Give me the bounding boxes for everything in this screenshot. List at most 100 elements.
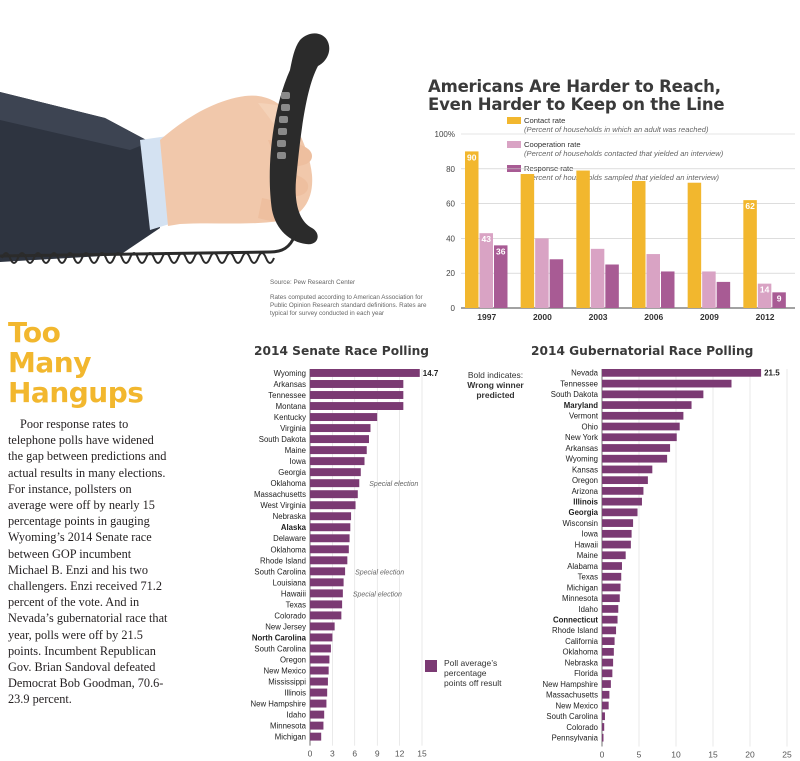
category-label: Wyoming xyxy=(274,369,306,378)
bar xyxy=(605,264,619,308)
category-label: Louisiana xyxy=(273,578,307,587)
category-label: Tennessee xyxy=(268,391,306,400)
category-label: Wisconsin xyxy=(562,519,598,528)
category-label: Oregon xyxy=(572,476,598,485)
y-tick-label: 60 xyxy=(446,200,455,209)
bar xyxy=(310,677,328,686)
bar xyxy=(772,292,786,308)
poll-legend-text: Poll average’s percentage points off res… xyxy=(444,658,502,688)
category-label: Mississippi xyxy=(268,677,306,686)
bar xyxy=(310,556,348,565)
bar xyxy=(743,200,757,308)
bar xyxy=(602,572,622,581)
bar xyxy=(465,151,479,308)
bar-value-label: 21.5 xyxy=(764,369,780,378)
bar xyxy=(310,688,328,697)
category-label: Iowa xyxy=(582,530,599,539)
x-tick-label: 0 xyxy=(308,749,313,759)
bar xyxy=(602,465,653,474)
bar xyxy=(310,732,322,741)
category-label: Colorado xyxy=(274,611,306,620)
category-label: New York xyxy=(565,433,598,442)
bar xyxy=(310,545,349,554)
bar xyxy=(576,170,590,308)
bar xyxy=(602,680,611,688)
category-label: New Mexico xyxy=(264,666,307,675)
category-label: Idaho xyxy=(578,605,598,614)
bar xyxy=(310,413,378,422)
bar xyxy=(602,669,613,678)
bold-note-line3: predicted xyxy=(476,390,515,400)
bold-note-line1: Bold indicates: xyxy=(467,370,524,380)
bar xyxy=(602,626,617,635)
legend-swatch-cooperation xyxy=(507,141,521,148)
category-label: Virginia xyxy=(280,424,307,433)
category-label: Kansas xyxy=(572,465,598,474)
category-label: North Carolina xyxy=(252,633,307,642)
category-label: Georgia xyxy=(278,468,306,477)
bar xyxy=(602,551,626,560)
category-label: Tennessee xyxy=(560,379,598,388)
category-label: Oklahoma xyxy=(562,648,598,657)
legend-note-response: (Percent of households sampled that yiel… xyxy=(524,173,720,182)
category-label: Maine xyxy=(577,551,598,560)
category-label: Nevada xyxy=(571,369,599,378)
category-label: Texas xyxy=(286,600,306,609)
bar xyxy=(520,174,535,308)
bar xyxy=(687,182,702,308)
category-label: Pennsylvania xyxy=(552,734,599,743)
bar xyxy=(602,454,668,463)
x-tick-label: 1997 xyxy=(477,312,496,322)
bar-value-label: 90 xyxy=(467,152,477,162)
bar xyxy=(310,644,331,653)
legend-note-cooperation: (Percent of households contacted that yi… xyxy=(524,149,724,158)
poll-legend-swatch xyxy=(425,660,437,672)
category-label: Rhode Island xyxy=(260,556,306,565)
category-label: Alabama xyxy=(567,562,598,571)
category-label: Oregon xyxy=(280,655,306,664)
category-label: Hawaii xyxy=(575,540,599,549)
bar xyxy=(590,248,605,308)
category-label: Iowa xyxy=(290,457,307,466)
bar xyxy=(602,723,605,731)
bar xyxy=(602,712,605,721)
bar xyxy=(310,600,343,609)
bar xyxy=(602,379,732,388)
bar xyxy=(702,271,716,308)
legend-label-contact: Contact rate xyxy=(524,116,566,125)
annotation: Special election xyxy=(369,481,418,488)
category-label: New Hampshire xyxy=(251,700,306,709)
bar xyxy=(310,479,360,488)
x-tick-label: 3 xyxy=(330,749,335,759)
category-label: Wyoming xyxy=(566,455,598,464)
category-label: Minnesota xyxy=(562,594,599,603)
headline-line2: Many xyxy=(8,346,91,379)
category-label: New Mexico xyxy=(556,701,599,710)
category-label: Illinois xyxy=(284,689,306,698)
bar xyxy=(310,369,420,377)
category-label: West Virginia xyxy=(260,501,306,510)
bar xyxy=(632,180,646,308)
bar xyxy=(661,271,675,308)
senate-chart-title: 2014 Senate Race Polling xyxy=(254,344,430,358)
bar xyxy=(310,391,404,399)
bar xyxy=(757,283,772,308)
source-note: Rates computed according to American Ass… xyxy=(270,294,427,317)
category-label: Alaska xyxy=(281,523,307,532)
bar xyxy=(602,647,614,656)
legend-swatch-contact xyxy=(507,117,521,124)
poll-legend-line2: percentage xyxy=(444,668,487,678)
bold-note: Bold indicates: Wrong winner predicted xyxy=(448,370,543,400)
bar xyxy=(310,468,361,477)
category-label: Rhode Island xyxy=(552,626,598,635)
bar xyxy=(602,508,638,517)
x-tick-label: 15 xyxy=(417,749,427,759)
bar xyxy=(310,578,344,587)
bar xyxy=(602,562,622,570)
category-label: New Hampshire xyxy=(543,680,598,689)
senate-polling-chart: 0 3 6 9 12 15 Wyoming 14.7 Arkansas Tennessee Mont… xyxy=(251,369,439,759)
body-text: Poor response rates to telephone polls h… xyxy=(8,417,168,707)
phone-photo xyxy=(0,33,330,264)
contact-rate-chart: 0 20 40 60 80 100% 90 43 36 1997 2000 2003 2006 2009 6… xyxy=(435,130,795,322)
bar xyxy=(310,611,342,620)
